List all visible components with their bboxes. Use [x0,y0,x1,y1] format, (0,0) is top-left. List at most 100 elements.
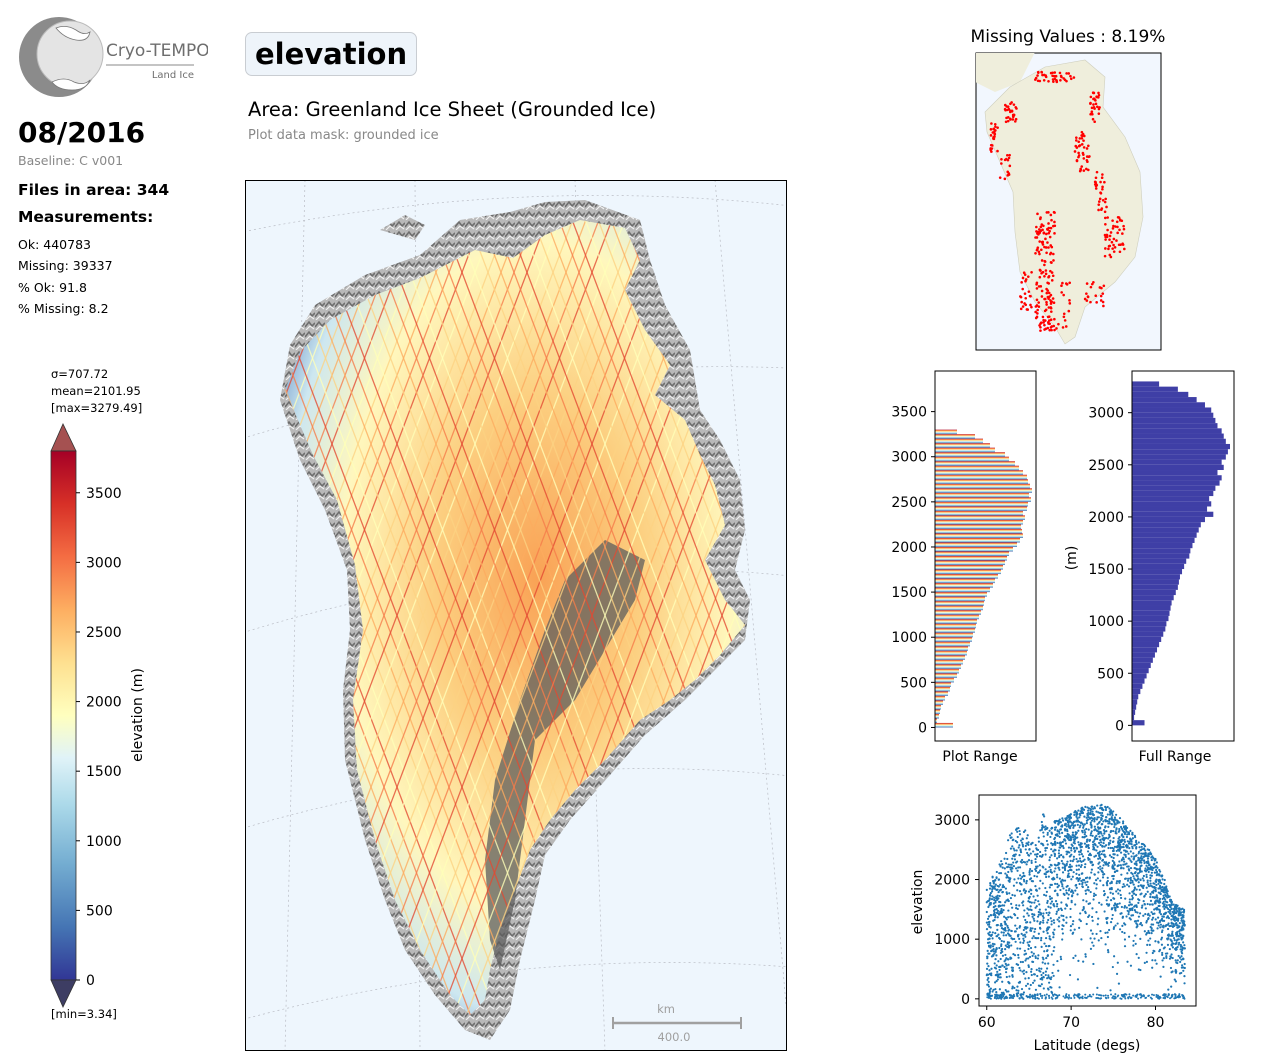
scatter-point [1105,881,1108,884]
scatter-point [1180,933,1183,936]
scatter-point [1152,863,1156,866]
missing-marker [1081,151,1085,155]
scatter-point [1154,896,1157,899]
missing-marker [1046,241,1049,244]
scatter-point [1065,996,1068,999]
scatter-point [1067,994,1070,997]
scatter-point [1013,878,1016,881]
scatter-point [1070,889,1073,892]
scatter-point [1123,945,1127,948]
scatter-point [1034,860,1037,864]
missing-marker [1035,304,1039,307]
histogram-bar [935,718,937,723]
missing-marker [1057,322,1060,326]
scatter-point [1124,877,1127,880]
scatter-point [1001,964,1004,967]
missing-marker [1074,139,1078,142]
scatter-point [1048,886,1051,889]
scatter-point [1128,842,1132,845]
missing-marker [1099,191,1102,194]
scatter-point [1158,870,1162,873]
scatter-point [1050,842,1053,845]
histogram-bar [935,537,1020,543]
scatter-point [1010,866,1013,869]
histogram-bar [1132,459,1222,465]
scatter-point [1056,882,1059,886]
scatter-point [1069,929,1072,932]
scatter-point [1022,934,1025,937]
scatter-point [1161,953,1164,956]
missing-marker [990,147,994,150]
missing-marker [1097,107,1101,111]
scatter-point [1173,938,1176,942]
scatter-point [1107,841,1111,845]
scatter-point [1030,843,1033,846]
scatter-point [1017,953,1020,957]
scatter-point [1109,891,1112,894]
scatter-point [1076,823,1079,826]
scatter-point [1013,930,1017,933]
scatter-point [1163,993,1166,996]
scatter-point [1080,852,1083,856]
scatter-point [1010,836,1013,839]
missing-marker [1034,236,1037,239]
scatter-point [1160,919,1163,922]
scatter-point [1076,817,1079,820]
missing-marker [1053,317,1056,321]
colorbar-min-extend [50,979,77,1008]
missing-marker [1022,271,1026,275]
scatter-point [1111,913,1114,917]
scatter-point [1056,830,1059,833]
missing-marker [1006,170,1010,174]
scatter-point [1029,927,1032,930]
scatter-point [1042,971,1045,975]
scatter-point [1093,825,1096,828]
scatter-point [1062,856,1065,859]
scatter-point [1167,988,1170,991]
scatter-point [1023,909,1026,912]
scatter-point [1021,837,1024,841]
scatter-point [988,991,991,994]
scatter-point [1059,958,1063,961]
missing-marker [1047,306,1051,309]
scatter-point [1002,931,1005,934]
scatter-point [1067,893,1070,896]
scatter-point [1136,925,1139,928]
scatter-point [1106,949,1110,952]
scatter-point [1065,816,1069,820]
scatter-point [1039,927,1042,930]
stat-missing: Missing: 39337 [18,258,113,273]
scatter-point [1018,829,1021,833]
scatter-point [1156,916,1160,919]
scatter-point [1067,820,1070,823]
missing-marker [993,122,997,126]
scatter-point [1008,997,1011,1000]
scatter-point [1005,891,1008,894]
scatter-point [1050,953,1053,956]
scatter-point [1014,924,1017,927]
scatter-point [1162,900,1165,903]
scatter-point [1091,915,1094,919]
scatter-point [1053,863,1056,866]
scatter-point [1005,971,1008,974]
missing-marker [1105,233,1109,237]
scatter-point [1080,845,1084,848]
missing-marker [1077,154,1081,157]
scatter-point [1152,886,1155,889]
scatter-point [1053,993,1056,996]
scatter-point [1015,907,1018,910]
scatter-point [1145,960,1149,963]
scatter-point [997,878,1000,881]
scatter-point [1164,996,1167,999]
scatter-point [1053,854,1056,858]
scatter-point [1027,859,1031,862]
scatter-point [1111,814,1114,817]
scatter-point [993,887,997,890]
scatter-point [1119,893,1122,897]
scatter-point [1048,859,1051,862]
missing-marker [1044,74,1048,77]
missing-marker [1117,216,1121,219]
scatter-point [1018,881,1022,885]
scatter-point [1157,924,1160,927]
